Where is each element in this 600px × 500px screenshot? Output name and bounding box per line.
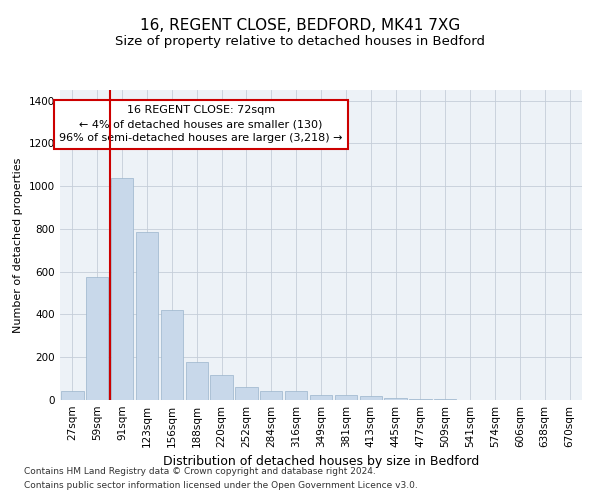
Text: Size of property relative to detached houses in Bedford: Size of property relative to detached ho… (115, 35, 485, 48)
Bar (136, 232, 158, 400)
Text: Contains public sector information licensed under the Open Government Licence v3: Contains public sector information licen… (24, 481, 418, 490)
Bar (86, 277, 109, 400)
Y-axis label: Number of detached properties: Number of detached properties (13, 158, 23, 332)
Bar (185, 362, 208, 400)
Bar (161, 310, 183, 400)
Bar (111, 178, 133, 400)
Bar (61, 392, 83, 400)
Bar (260, 391, 283, 400)
X-axis label: Distribution of detached houses by size in Bedford: Distribution of detached houses by size … (163, 456, 479, 468)
Bar (211, 375, 233, 400)
Bar (335, 394, 357, 400)
Text: 16, REGENT CLOSE, BEDFORD, MK41 7XG: 16, REGENT CLOSE, BEDFORD, MK41 7XG (140, 18, 460, 32)
Bar (235, 387, 257, 400)
Bar (285, 391, 307, 400)
Text: 16 REGENT CLOSE: 72sqm
← 4% of detached houses are smaller (130)
96% of semi-det: 16 REGENT CLOSE: 72sqm ← 4% of detached … (59, 105, 343, 143)
Bar (409, 399, 431, 400)
Bar (385, 398, 407, 400)
Bar (359, 396, 382, 400)
Bar (310, 394, 332, 400)
Text: Contains HM Land Registry data © Crown copyright and database right 2024.: Contains HM Land Registry data © Crown c… (24, 467, 376, 476)
